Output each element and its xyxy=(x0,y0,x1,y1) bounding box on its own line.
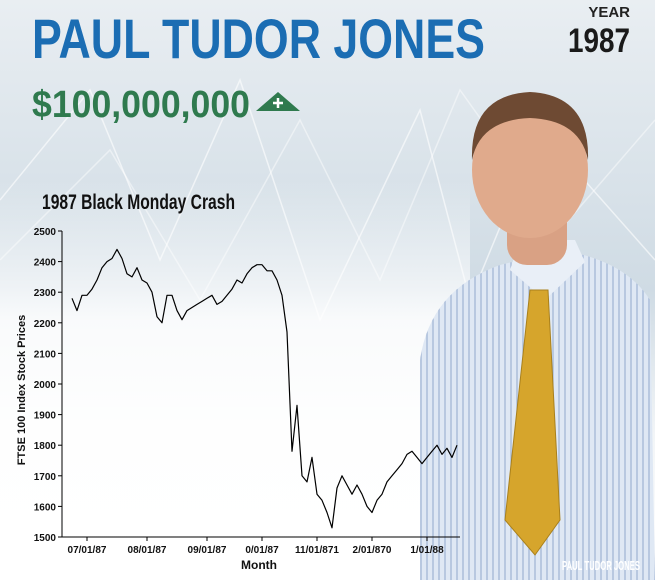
y-tick-label: 2000 xyxy=(34,380,57,391)
x-tick-label: 08/01/87 xyxy=(128,545,167,556)
y-tick-label: 1800 xyxy=(34,441,57,452)
x-tick-label: 07/01/87 xyxy=(68,545,107,556)
x-tick-label: 1/01/88 xyxy=(410,545,444,556)
chart-title: 1987 Black Monday Crash xyxy=(42,191,235,214)
year: 1987 xyxy=(568,22,630,60)
price-line xyxy=(71,248,458,529)
up-icon xyxy=(256,92,300,111)
x-tick-label: 0/01/87 xyxy=(245,545,279,556)
y-axis-label: FTSE 100 Index Stock Prices xyxy=(16,315,28,465)
plot: 1500 1600 1700 1800 1900 2000 2100 2200 2300 2400… xyxy=(34,227,460,556)
main-title: PAUL TUDOR JONES xyxy=(32,7,485,70)
x-axis-label: Month xyxy=(241,558,277,572)
y-tick-label: 2500 xyxy=(34,227,57,238)
y-tick-label: 1600 xyxy=(34,502,57,513)
y-tick-label: 1900 xyxy=(34,411,57,422)
x-tick-label: 09/01/87 xyxy=(188,545,227,556)
y-tick-label: 2400 xyxy=(34,258,57,269)
y-tick-label: 2300 xyxy=(34,288,57,299)
x-tick-label: 11/01/871 xyxy=(295,545,339,556)
amount: $100,000,000 xyxy=(32,84,250,126)
watermark: PAUL TUDOR JONES xyxy=(562,558,640,573)
year-label: YEAR xyxy=(588,4,630,21)
y-tick-label: 1700 xyxy=(34,472,57,483)
chart-backdrop xyxy=(0,180,470,580)
y-tick-label: 2200 xyxy=(34,319,57,330)
y-tick-label: 2100 xyxy=(34,349,57,360)
y-tick-label: 1500 xyxy=(34,533,57,544)
x-tick-label: 2/01/870 xyxy=(353,545,392,556)
portrait xyxy=(420,92,655,580)
